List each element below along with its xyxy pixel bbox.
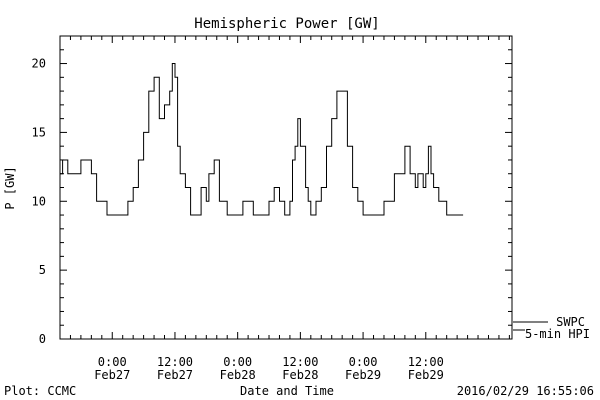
x-tick-label-date: Feb28 [282, 368, 318, 382]
footer-timestamp: 2016/02/29 16:55:06 [457, 384, 594, 398]
x-tick-label-date: Feb27 [94, 368, 130, 382]
y-tick-label: 0 [39, 332, 46, 346]
legend-hpi-label: 5-min HPI [525, 327, 590, 341]
x-tick-label-time: 12:00 [282, 355, 318, 369]
x-tick-label-time: 12:00 [408, 355, 444, 369]
legend: SWPC 5-min HPI [513, 315, 590, 341]
chart-title: Hemispheric Power [GW] [194, 16, 379, 32]
y-axis: 0 5 10 15 20 [32, 35, 512, 346]
series-swpc [60, 63, 464, 216]
x-tick-label-time: 0:00 [98, 355, 127, 369]
plot-frame [59, 35, 513, 340]
y-tick-label: 10 [32, 194, 46, 208]
legend-swpc-label: SWPC [556, 315, 585, 329]
series-line-0 [60, 63, 464, 216]
x-tick-label-time: 12:00 [157, 355, 193, 369]
x-tick-label-time: 0:00 [223, 355, 252, 369]
y-tick-label: 20 [32, 57, 46, 71]
y-tick-label: 15 [32, 125, 46, 139]
x-axis: 0:00Feb2712:00Feb270:00Feb2812:00Feb280:… [59, 36, 510, 382]
x-tick-label-date: Feb27 [157, 368, 193, 382]
x-tick-label-date: Feb29 [345, 368, 381, 382]
x-tick-label-date: Feb28 [220, 368, 256, 382]
footer-plot-credit: Plot: CCMC [4, 384, 76, 398]
y-axis-label: P [GW] [3, 166, 17, 209]
x-axis-label: Date and Time [240, 384, 334, 398]
x-tick-label-date: Feb29 [408, 368, 444, 382]
x-tick-label-time: 0:00 [349, 355, 378, 369]
y-tick-label: 5 [39, 263, 46, 277]
